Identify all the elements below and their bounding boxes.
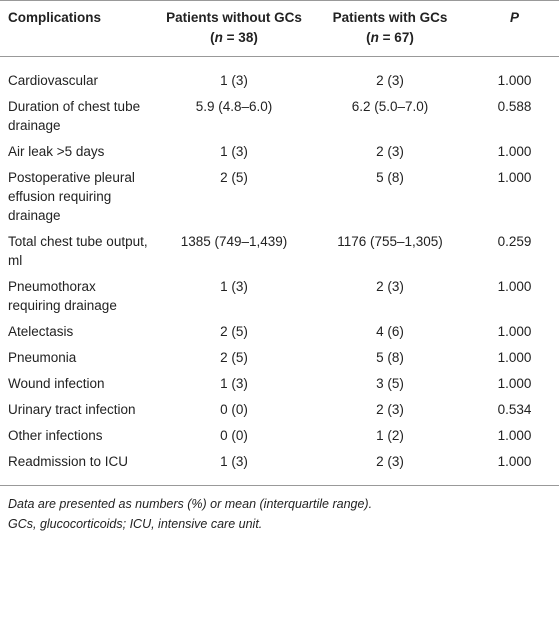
table-cell: 1.000 — [497, 324, 532, 339]
table-cell: 1.000 — [497, 350, 532, 365]
header-text: Patients with GCs — [332, 10, 448, 25]
table-cell: 0 (0) — [220, 402, 248, 417]
row-label: Pneumothorax requiring drainage — [8, 279, 117, 313]
row-label: Wound infection — [8, 376, 105, 391]
table-cell: 2 (5) — [220, 350, 248, 365]
table-cell: 0 (0) — [220, 428, 248, 443]
table-cell: 5 (8) — [376, 350, 404, 365]
table-cell: 0.534 — [497, 402, 532, 417]
header-text: n — [214, 30, 223, 45]
row-label: Pneumonia — [8, 350, 77, 365]
table-cell: 6.2 (5.0–7.0) — [351, 99, 429, 114]
data-table: Complications Patients without GCs (n = 3… — [0, 0, 559, 486]
table-row: Total chest tube output, ml 1385 (749–1,4… — [0, 228, 559, 273]
row-label: Cardiovascular — [8, 73, 99, 88]
table-cell: 1.000 — [497, 170, 532, 185]
header-text: ( — [366, 30, 371, 45]
table-cell: 2 (3) — [376, 144, 404, 159]
footnote: Data are presented as numbers (%) or mea… — [8, 497, 373, 511]
table-row: Urinary tract infection 0 (0) 2 (3) 0.534 — [0, 396, 559, 422]
header-text: ( — [210, 30, 215, 45]
header-cell: Patients without GCs (n = 38) — [158, 0, 310, 57]
table-cell: 5.9 (4.8–6.0) — [195, 99, 273, 114]
table-cell: 1.000 — [497, 279, 532, 294]
table-row: Readmission to ICU 1 (3) 2 (3) 1.000 — [0, 448, 559, 486]
table-cell: 0.259 — [497, 234, 532, 249]
table-row: Wound infection 1 (3) 3 (5) 1.000 — [0, 370, 559, 396]
header-cell: Patients with GCs (n = 67) — [310, 0, 470, 57]
header-text: Patients without GCs — [166, 10, 302, 25]
table-header: Complications Patients without GCs (n = 3… — [0, 0, 559, 57]
header-text: = 67) — [378, 30, 414, 45]
footnotes: Data are presented as numbers (%) or mea… — [0, 486, 559, 534]
table-cell: 2 (5) — [220, 170, 248, 185]
row-label: Urinary tract infection — [8, 402, 136, 417]
table-cell: 1 (3) — [220, 376, 248, 391]
row-label: Atelectasis — [8, 324, 74, 339]
table-row: Postoperative pleural effusion requiring… — [0, 164, 559, 228]
table-cell: 1.000 — [497, 376, 532, 391]
table-body: Cardiovascular 1 (3) 2 (3) 1.000 Duration of… — [0, 57, 559, 486]
table-cell: 5 (8) — [376, 170, 404, 185]
table-row: Air leak >5 days 1 (3) 2 (3) 1.000 — [0, 138, 559, 164]
row-label: Duration of chest tube drainage — [8, 99, 141, 133]
row-label: Total chest tube output, ml — [8, 234, 148, 268]
header-text: n — [370, 30, 379, 45]
table-cell: 1.000 — [497, 73, 532, 88]
table-row: Cardiovascular 1 (3) 2 (3) 1.000 — [0, 57, 559, 94]
table-cell: 3 (5) — [376, 376, 404, 391]
row-label: Readmission to ICU — [8, 454, 129, 469]
header-row: Complications Patients without GCs (n = 3… — [0, 0, 559, 57]
table-cell: 1176 (755–1,305) — [337, 234, 443, 249]
table-row: Other infections 0 (0) 1 (2) 1.000 — [0, 422, 559, 448]
table-cell: 1.000 — [497, 454, 532, 469]
header-cell: P — [470, 0, 559, 57]
header-text: Complications — [8, 10, 102, 25]
table-cell: 4 (6) — [376, 324, 404, 339]
table-cell: 1 (3) — [220, 454, 248, 469]
table-row: Pneumothorax requiring drainage 1 (3) 2 (3… — [0, 273, 559, 318]
header-text: P — [509, 10, 519, 25]
table-cell: 1 (3) — [220, 73, 248, 88]
table-row: Pneumonia 2 (5) 5 (8) 1.000 — [0, 344, 559, 370]
row-label: Other infections — [8, 428, 103, 443]
table-cell: 2 (5) — [220, 324, 248, 339]
table-row: Atelectasis 2 (5) 4 (6) 1.000 — [0, 318, 559, 344]
row-label: Air leak >5 days — [8, 144, 105, 159]
table-cell: 1 (3) — [220, 144, 248, 159]
table-cell: 2 (3) — [376, 73, 404, 88]
table-cell: 2 (3) — [376, 279, 404, 294]
table-cell: 2 (3) — [376, 402, 404, 417]
header-cell: Complications — [0, 0, 158, 57]
table-cell: 1 (2) — [376, 428, 404, 443]
table-cell: 2 (3) — [376, 454, 404, 469]
table-row: Duration of chest tube drainage 5.9 (4.8–… — [0, 93, 559, 138]
footnote: GCs, glucocorticoids; ICU, intensive car… — [8, 517, 263, 531]
row-label: Postoperative pleural effusion requiring… — [8, 170, 135, 223]
header-text: = 38) — [222, 30, 258, 45]
table-cell: 1.000 — [497, 144, 532, 159]
table-cell: 1 (3) — [220, 279, 248, 294]
table-cell: 1.000 — [497, 428, 532, 443]
table-cell: 1385 (749–1,439) — [180, 234, 288, 249]
table-cell: 0.588 — [497, 99, 532, 114]
